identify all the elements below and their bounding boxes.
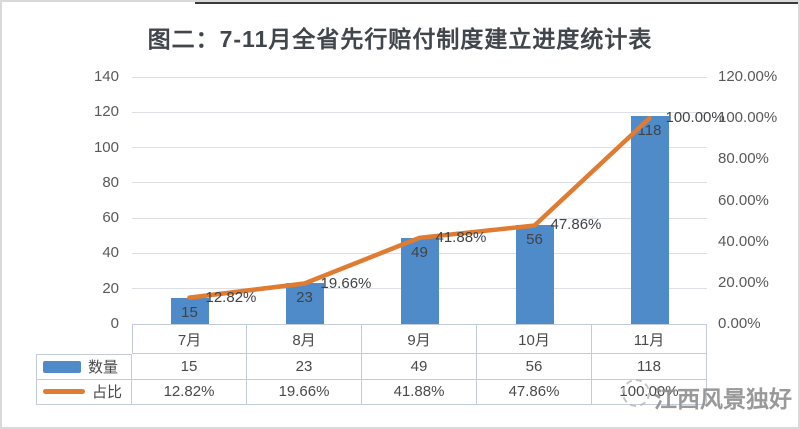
gridline	[132, 147, 707, 149]
bar-8月	[285, 283, 324, 324]
left-axis-tick: 0	[110, 315, 119, 332]
bar-11月	[630, 115, 669, 324]
left-axis-tick: 140	[93, 68, 119, 85]
plot-area: 15 23 49 56 118 12.82% 19.66% 41.88% 47.86% 100.0…	[132, 76, 725, 324]
percent-point-label: 47.86%	[550, 216, 602, 234]
table-cell-占比-7月: 12.82%	[132, 379, 247, 405]
chart-title: 图二：7-11月全省先行赔付制度建立进度统计表	[147, 26, 653, 52]
legend-label: 占比	[92, 384, 123, 402]
bar-9月	[400, 237, 439, 324]
table-month-header: 11月	[592, 324, 707, 354]
left-axis-tick: 100	[93, 138, 119, 156]
table-cell-数量-9月: 49	[362, 354, 477, 380]
table-month-header: 9月	[362, 324, 477, 354]
right-axis-tick: 120.00%	[718, 68, 778, 85]
right-axis-tick: 40.00%	[718, 232, 769, 250]
gridline	[132, 76, 707, 78]
top-divider-line	[195, 2, 798, 4]
legend-key-数量: 数量	[36, 354, 132, 380]
left-axis-tick: 40	[102, 244, 119, 262]
right-axis-tick: 0.00%	[718, 315, 761, 332]
table-cell-数量-7月: 15	[132, 354, 247, 380]
percent-point-label: 41.88%	[435, 228, 487, 246]
table-cell-数量-10月: 56	[477, 354, 592, 380]
gridline	[132, 217, 707, 219]
bar-value-label: 49	[411, 243, 428, 261]
percent-point-label: 19.66%	[320, 274, 372, 292]
left-axis-tick: 120	[93, 103, 119, 121]
percent-line-series	[187, 115, 652, 300]
gridline	[132, 182, 707, 184]
table-month-header: 10月	[477, 324, 592, 354]
left-axis-tick: 60	[102, 209, 119, 227]
bar-value-label: 56	[526, 231, 543, 249]
table-cell-数量-8月: 23	[247, 354, 362, 380]
right-axis-tick: 100.00%	[718, 109, 778, 127]
right-axis-tick: 80.00%	[718, 150, 769, 168]
table-cell-占比-8月: 19.66%	[247, 379, 362, 405]
percent-line	[187, 115, 652, 300]
legend-key-占比: 占比	[36, 379, 132, 405]
table-cell-数量-11月: 118	[592, 354, 707, 380]
table-cell-占比-11月: 100.00%	[592, 379, 707, 405]
bar-value-label: 15	[181, 303, 198, 321]
percent-point-label: 100.00%	[665, 109, 725, 127]
bar-value-label: 23	[296, 289, 313, 307]
left-axis-tick: 80	[102, 173, 119, 191]
left-axis-tick: 20	[102, 279, 119, 297]
gridline	[132, 111, 707, 113]
legend-bar-swatch-icon	[43, 360, 81, 373]
table-cell-占比-9月: 41.88%	[362, 379, 477, 405]
bar-7月	[170, 297, 209, 324]
right-axis-tick: 20.00%	[718, 273, 769, 291]
legend-line-swatch-icon	[43, 389, 85, 395]
right-axis-tick: 60.00%	[718, 191, 769, 209]
bar-10月	[515, 225, 554, 324]
percent-point-label: 12.82%	[205, 288, 257, 306]
table-cell-占比-10月: 47.86%	[477, 379, 592, 405]
table-month-header: 7月	[132, 324, 247, 354]
legend-label: 数量	[88, 359, 119, 377]
table-month-header: 8月	[247, 324, 362, 354]
